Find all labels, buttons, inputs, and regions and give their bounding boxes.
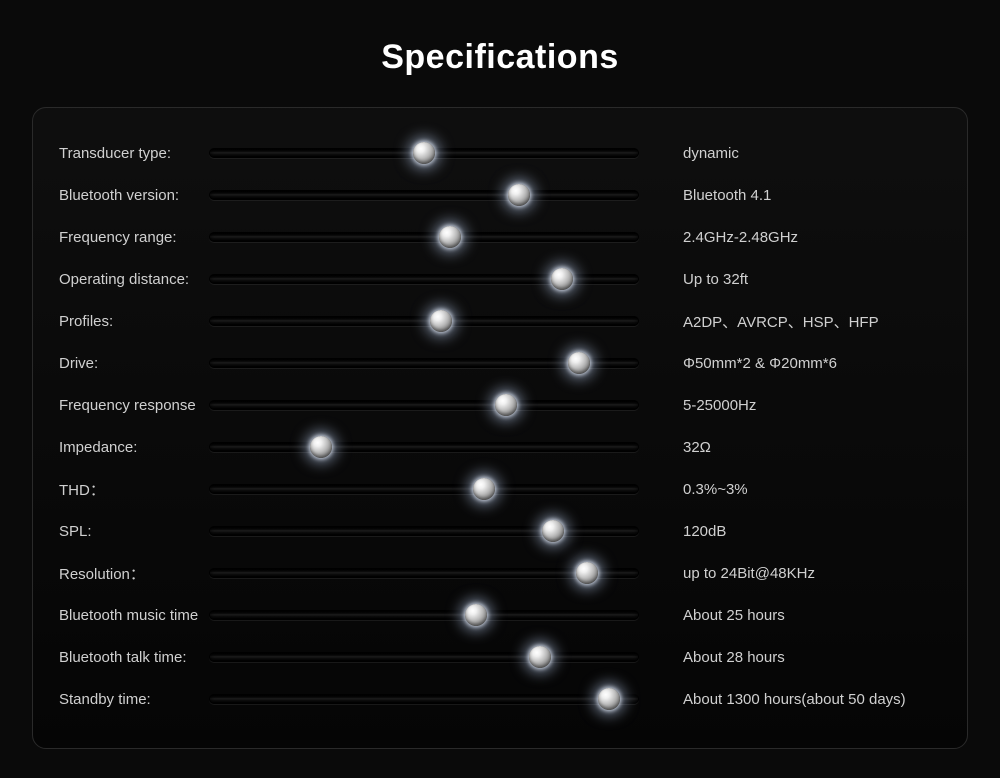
spec-value: Φ50mm*2 & Φ20mm*6 <box>639 355 941 372</box>
spec-label: Bluetooth talk time: <box>59 649 209 666</box>
spec-value: About 25 hours <box>639 607 941 624</box>
slider-knob[interactable] <box>430 310 452 332</box>
slider-track <box>209 526 639 536</box>
spec-row: Standby time: About 1300 hours(about 50 d… <box>59 678 941 720</box>
slider-knob[interactable] <box>310 436 332 458</box>
spec-row: Drive: Φ50mm*2 & Φ20mm*6 <box>59 342 941 384</box>
slider-track <box>209 484 639 494</box>
spec-label: Resolution： <box>59 563 209 584</box>
slider-track <box>209 274 639 284</box>
spec-row: SPL: 120dB <box>59 510 941 552</box>
spec-row: Operating distance: Up to 32ft <box>59 258 941 300</box>
slider-knob[interactable] <box>439 226 461 248</box>
spec-value: Bluetooth 4.1 <box>639 187 941 204</box>
spec-slider[interactable] <box>209 434 639 460</box>
slider-track <box>209 652 639 662</box>
spec-label: Bluetooth version: <box>59 187 209 204</box>
spec-slider[interactable] <box>209 182 639 208</box>
spec-row: Frequency response 5-25000Hz <box>59 384 941 426</box>
spec-row: THD： 0.3%~3% <box>59 468 941 510</box>
slider-track <box>209 316 639 326</box>
spec-value: 120dB <box>639 523 941 540</box>
slider-track <box>209 190 639 200</box>
spec-slider[interactable] <box>209 518 639 544</box>
spec-value: A2DP、AVRCP、HSP、HFP <box>639 311 941 332</box>
spec-slider[interactable] <box>209 644 639 670</box>
slider-knob[interactable] <box>598 688 620 710</box>
slider-knob[interactable] <box>508 184 530 206</box>
slider-knob[interactable] <box>495 394 517 416</box>
spec-value: 0.3%~3% <box>639 481 941 498</box>
slider-knob[interactable] <box>413 142 435 164</box>
slider-knob[interactable] <box>551 268 573 290</box>
spec-row: Bluetooth version: Bluetooth 4.1 <box>59 174 941 216</box>
spec-slider[interactable] <box>209 224 639 250</box>
spec-slider[interactable] <box>209 560 639 586</box>
spec-row: Resolution： up to 24Bit@48KHz <box>59 552 941 594</box>
slider-knob[interactable] <box>529 646 551 668</box>
spec-value: Up to 32ft <box>639 271 941 288</box>
spec-value: dynamic <box>639 145 941 162</box>
slider-track <box>209 568 639 578</box>
spec-slider[interactable] <box>209 308 639 334</box>
slider-knob[interactable] <box>542 520 564 542</box>
spec-slider[interactable] <box>209 350 639 376</box>
spec-slider[interactable] <box>209 686 639 712</box>
spec-row: Bluetooth talk time: About 28 hours <box>59 636 941 678</box>
slider-track <box>209 610 639 620</box>
spec-slider[interactable] <box>209 602 639 628</box>
slider-track <box>209 232 639 242</box>
spec-row: Impedance: 32Ω <box>59 426 941 468</box>
spec-row: Profiles: A2DP、AVRCP、HSP、HFP <box>59 300 941 342</box>
spec-label: Operating distance: <box>59 271 209 288</box>
spec-label: Frequency range: <box>59 229 209 246</box>
spec-value: About 28 hours <box>639 649 941 666</box>
spec-slider[interactable] <box>209 140 639 166</box>
spec-value: 2.4GHz-2.48GHz <box>639 229 941 246</box>
spec-slider[interactable] <box>209 476 639 502</box>
spec-slider[interactable] <box>209 266 639 292</box>
slider-knob[interactable] <box>465 604 487 626</box>
spec-label: THD： <box>59 479 209 500</box>
spec-value: up to 24Bit@48KHz <box>639 565 941 582</box>
spec-label: Bluetooth music time <box>59 607 209 624</box>
slider-track <box>209 694 639 704</box>
slider-track <box>209 400 639 410</box>
spec-label: Transducer type: <box>59 145 209 162</box>
spec-label: Frequency response <box>59 397 209 414</box>
spec-slider[interactable] <box>209 392 639 418</box>
spec-value: 5-25000Hz <box>639 397 941 414</box>
spec-label: Impedance: <box>59 439 209 456</box>
specs-panel: Transducer type: dynamic Bluetooth version… <box>32 107 968 749</box>
spec-label: Profiles: <box>59 313 209 330</box>
spec-value: 32Ω <box>639 439 941 456</box>
slider-knob[interactable] <box>568 352 590 374</box>
slider-knob[interactable] <box>473 478 495 500</box>
spec-label: Drive: <box>59 355 209 372</box>
spec-row: Transducer type: dynamic <box>59 132 941 174</box>
spec-label: Standby time: <box>59 691 209 708</box>
slider-knob[interactable] <box>576 562 598 584</box>
spec-row: Frequency range: 2.4GHz-2.48GHz <box>59 216 941 258</box>
slider-track <box>209 442 639 452</box>
spec-value: About 1300 hours(about 50 days) <box>639 691 941 708</box>
spec-label: SPL: <box>59 523 209 540</box>
spec-row: Bluetooth music time About 25 hours <box>59 594 941 636</box>
page-title: Specifications <box>0 0 1000 77</box>
